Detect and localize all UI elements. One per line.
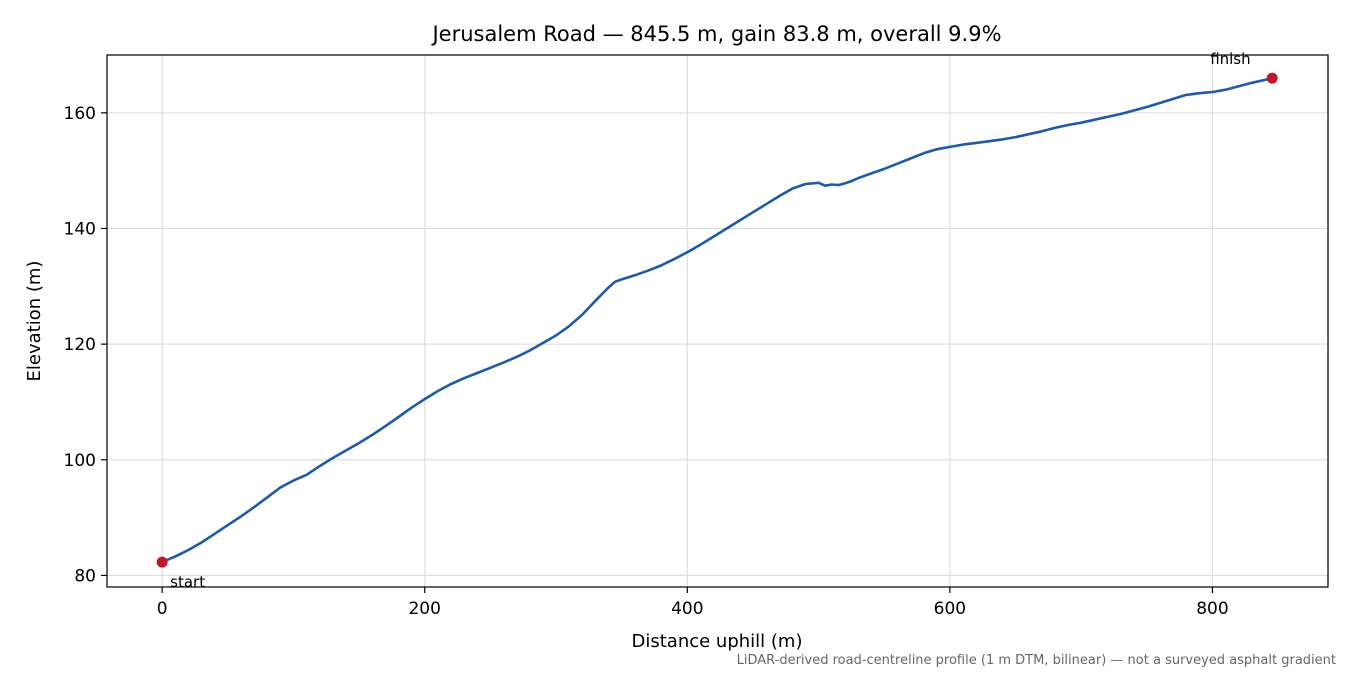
y-tick-label: 100 xyxy=(64,451,96,471)
x-tick-label: 400 xyxy=(671,599,703,619)
x-axis-label: Distance uphill (m) xyxy=(632,631,803,652)
x-tick-label: 200 xyxy=(408,599,440,619)
y-tick-label: 120 xyxy=(64,335,96,355)
y-axis-label: Elevation (m) xyxy=(24,261,45,382)
y-tick-label: 160 xyxy=(64,104,96,124)
elevation-line xyxy=(160,76,1274,564)
chart-footnote: LiDAR-derived road-centreline profile (1… xyxy=(737,653,1336,668)
grid-lines xyxy=(107,55,1328,587)
y-axis-ticks: 80 100 120 140 160 xyxy=(64,104,107,586)
finish-marker xyxy=(1266,72,1278,84)
x-axis-ticks: 0 200 400 600 800 xyxy=(157,587,1229,619)
chart-marks: start finish xyxy=(156,50,1278,591)
x-tick-label: 600 xyxy=(934,599,966,619)
chart-title: Jerusalem Road — 845.5 m, gain 83.8 m, o… xyxy=(430,22,1001,46)
x-tick-label: 800 xyxy=(1196,599,1228,619)
y-tick-label: 80 xyxy=(74,566,96,586)
plot-frame xyxy=(106,54,1329,588)
x-tick-label: 0 xyxy=(157,599,168,619)
start-label: start xyxy=(170,573,205,591)
start-marker xyxy=(156,556,168,568)
y-tick-label: 140 xyxy=(64,219,96,239)
finish-label: finish xyxy=(1210,50,1250,68)
